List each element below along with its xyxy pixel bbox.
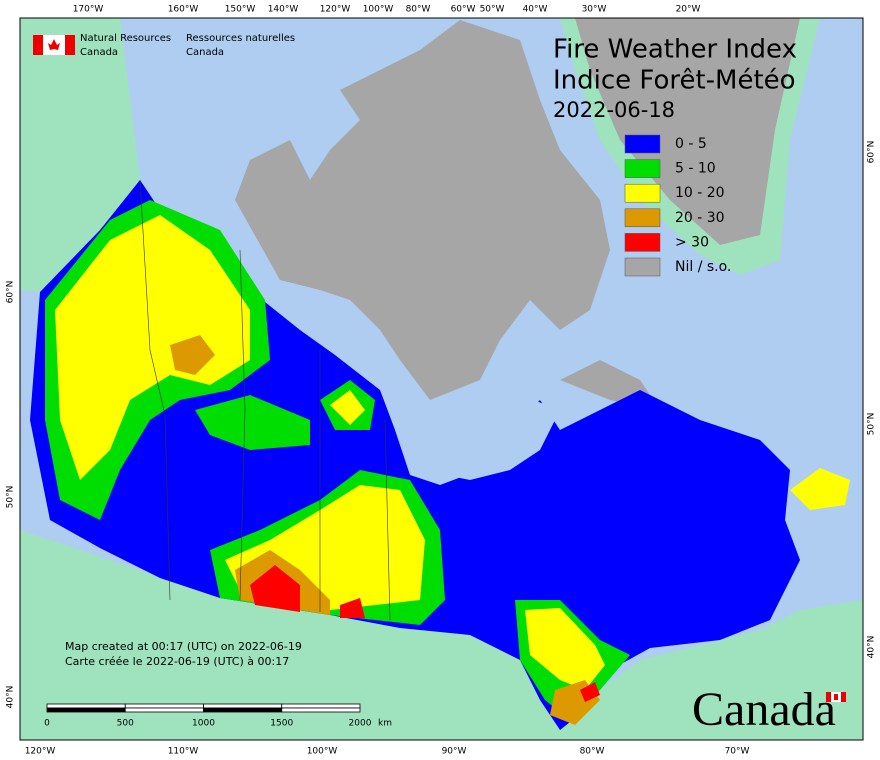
wm-flag-r — [841, 692, 846, 702]
legend-swatch — [624, 134, 661, 154]
hudson-bay — [420, 395, 560, 480]
wordmark-flag — [825, 691, 847, 703]
scale-label: 1000 — [192, 719, 215, 729]
top-lon-label: 150°W — [225, 5, 256, 15]
scale-label: 0 — [44, 719, 50, 729]
bottom-lon-label: 90°W — [442, 747, 467, 757]
province-borders — [139, 179, 391, 621]
flag-left — [33, 35, 43, 55]
legend-swatch — [624, 233, 661, 252]
agency-fr-1: Ressources naturelles — [186, 33, 295, 44]
top-lon-label: 50°W — [480, 5, 505, 15]
nunavut-high — [330, 390, 365, 425]
legend-swatch — [624, 257, 661, 277]
title-fr: Indice Forêt-Météo — [553, 66, 796, 96]
prairie-extreme-2 — [340, 598, 365, 618]
flag-leaf — [48, 39, 60, 50]
top-lon-label: 100°W — [363, 5, 394, 15]
arctic-islands — [235, 20, 610, 400]
legend-label: Nil / s.o. — [675, 259, 731, 275]
scale-unit: km — [378, 719, 392, 729]
scale-label: 1500 — [270, 719, 293, 729]
ontario-extreme — [580, 682, 600, 702]
scale-segment — [124, 703, 204, 709]
left-lat-label: 50°N — [6, 486, 16, 509]
bottom-lon-label: 70°W — [725, 747, 750, 757]
alaska — [20, 18, 140, 292]
title-en: Fire Weather Index — [553, 35, 797, 65]
map-border — [19, 17, 864, 741]
bottom-lon-label: 110°W — [168, 747, 199, 757]
credit-fr: Carte créée le 2022-06-19 (UTC) à 00:17 — [65, 655, 289, 668]
legend-label: 10 - 20 — [675, 185, 725, 201]
scale-segment — [124, 707, 204, 713]
left-lat-label: 40°N — [6, 686, 16, 709]
top-lon-label: 140°W — [268, 5, 299, 15]
right-lat-label: 60°N — [867, 141, 877, 164]
right-lat-label: 50°N — [867, 413, 877, 436]
agency-signature: Natural Resources Canada Ressources natu… — [33, 33, 295, 58]
agency-fr-2: Canada — [186, 47, 224, 58]
greenland-ice — [575, 18, 800, 245]
top-lon-label: 160°W — [168, 5, 199, 15]
usa — [20, 530, 863, 740]
wm-flag-l — [826, 692, 831, 702]
right-lat-label: 40°N — [867, 636, 877, 659]
legend-label: 20 - 30 — [675, 210, 725, 226]
top-lon-label: 80°W — [406, 5, 431, 15]
prairie-extreme — [250, 565, 300, 612]
scale-label: 2000 — [349, 719, 372, 729]
top-lon-label: 120°W — [320, 5, 351, 15]
agency-en-2: Canada — [80, 47, 118, 58]
flag-right — [65, 35, 75, 55]
legend-label: > 30 — [675, 234, 709, 250]
scale-segment — [46, 707, 126, 713]
scale-segment — [281, 707, 361, 713]
top-lon-label: 60°W — [451, 5, 476, 15]
ontario-high — [525, 608, 605, 690]
legend: 0 - 5 5 - 10 10 - 20 20 - 30 > 30 Nil / s.o. — [624, 134, 731, 277]
legend-swatch — [624, 159, 661, 178]
scale-bar: 0 500 1000 1500 2000 km — [44, 703, 392, 729]
canada-wordmark: Canada — [692, 683, 836, 736]
nova-scotia-high — [790, 468, 850, 510]
legend-swatch — [624, 183, 661, 203]
legend-swatch — [624, 208, 661, 228]
top-lon-label: 30°W — [582, 5, 607, 15]
wm-flag-leaf — [834, 694, 838, 700]
scale-segment — [281, 703, 361, 709]
credit-en: Map created at 00:17 (UTC) on 2022-06-19 — [65, 640, 302, 653]
bottom-lon-label: 120°W — [25, 747, 56, 757]
left-lat-label: 60°N — [6, 281, 16, 304]
legend-label: 5 - 10 — [675, 161, 716, 177]
map-area — [20, 18, 863, 740]
scale-segment — [203, 707, 283, 713]
top-lon-label: 20°W — [676, 5, 701, 15]
map-date: 2022-06-18 — [553, 98, 675, 122]
scale-segment — [46, 703, 126, 709]
legend-label: 0 - 5 — [675, 136, 707, 152]
top-lon-label: 170°W — [73, 5, 104, 15]
bottom-lon-label: 100°W — [307, 747, 338, 757]
top-lon-label: 40°W — [523, 5, 548, 15]
west-high — [55, 215, 250, 480]
bottom-lon-label: 80°W — [580, 747, 605, 757]
agency-en-1: Natural Resources — [80, 33, 171, 44]
north-sask-moderate — [195, 395, 310, 450]
west-very-high — [170, 335, 215, 375]
scale-label: 500 — [117, 719, 134, 729]
scale-segment — [203, 703, 283, 709]
graticule-labels: 170°W 160°W 150°W 140°W 120°W 100°W 80°W 60°W 50… — [6, 5, 877, 757]
